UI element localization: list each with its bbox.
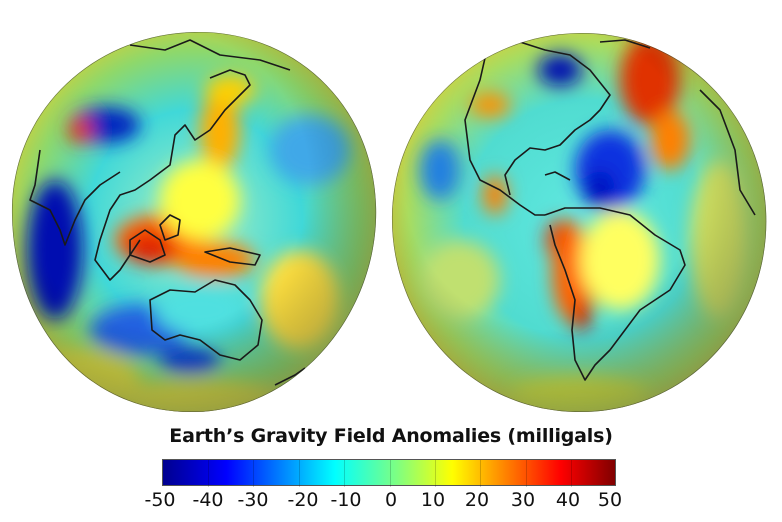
colorbar-tick bbox=[571, 460, 572, 487]
colorbar-label: 20 bbox=[464, 489, 490, 511]
colorbar-label: -20 bbox=[287, 489, 319, 511]
colorbar-tick bbox=[435, 460, 436, 487]
colorbar-tick bbox=[526, 460, 527, 487]
colorbar-tick bbox=[480, 460, 481, 487]
chart-title: Earth’s Gravity Field Anomalies (milliga… bbox=[169, 425, 613, 447]
western-hemisphere-globe bbox=[391, 32, 767, 413]
colorbar-tick bbox=[299, 460, 300, 487]
colorbar-label: -30 bbox=[237, 489, 269, 511]
colorbar-label: 10 bbox=[420, 489, 446, 511]
colorbar-label: -10 bbox=[330, 489, 362, 511]
colorbar-label: 30 bbox=[510, 489, 536, 511]
colorbar-tick bbox=[390, 460, 391, 487]
colorbar-tick bbox=[208, 460, 209, 487]
colorbar-label: 40 bbox=[555, 489, 581, 511]
colorbar-label: -40 bbox=[192, 489, 224, 511]
colorbar-label: -50 bbox=[144, 489, 176, 511]
eastern-hemisphere-globe bbox=[11, 31, 377, 413]
colorbar-tick bbox=[253, 460, 254, 487]
colorbar-label: 50 bbox=[597, 489, 623, 511]
colorbar-label: 0 bbox=[384, 489, 398, 511]
colorbar-tick bbox=[344, 460, 345, 487]
colorbar bbox=[162, 459, 616, 487]
